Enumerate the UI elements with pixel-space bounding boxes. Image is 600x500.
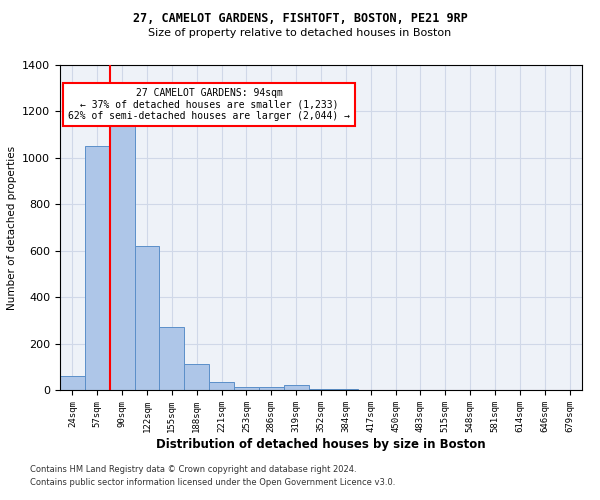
Text: 27, CAMELOT GARDENS, FISHTOFT, BOSTON, PE21 9RP: 27, CAMELOT GARDENS, FISHTOFT, BOSTON, P…	[133, 12, 467, 26]
Bar	[85, 146, 110, 390]
Bar	[134, 246, 160, 390]
Text: Contains HM Land Registry data © Crown copyright and database right 2024.: Contains HM Land Registry data © Crown c…	[30, 466, 356, 474]
Bar	[259, 386, 284, 390]
Text: 27 CAMELOT GARDENS: 94sqm
← 37% of detached houses are smaller (1,233)
62% of se: 27 CAMELOT GARDENS: 94sqm ← 37% of detac…	[68, 88, 350, 122]
Bar	[284, 386, 308, 390]
Bar	[209, 382, 234, 390]
Text: Size of property relative to detached houses in Boston: Size of property relative to detached ho…	[148, 28, 452, 38]
Bar	[160, 328, 184, 390]
Bar	[234, 386, 259, 390]
X-axis label: Distribution of detached houses by size in Boston: Distribution of detached houses by size …	[156, 438, 486, 450]
Text: Contains public sector information licensed under the Open Government Licence v3: Contains public sector information licen…	[30, 478, 395, 487]
Bar	[308, 389, 334, 390]
Bar	[60, 376, 85, 390]
Bar	[184, 364, 209, 390]
Y-axis label: Number of detached properties: Number of detached properties	[7, 146, 17, 310]
Bar	[110, 123, 134, 390]
